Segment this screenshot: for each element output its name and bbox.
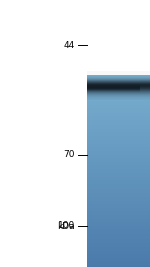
Text: 100: 100	[58, 221, 75, 230]
Text: kDa: kDa	[57, 222, 75, 231]
Text: 44: 44	[64, 41, 75, 50]
Text: 70: 70	[63, 150, 75, 159]
